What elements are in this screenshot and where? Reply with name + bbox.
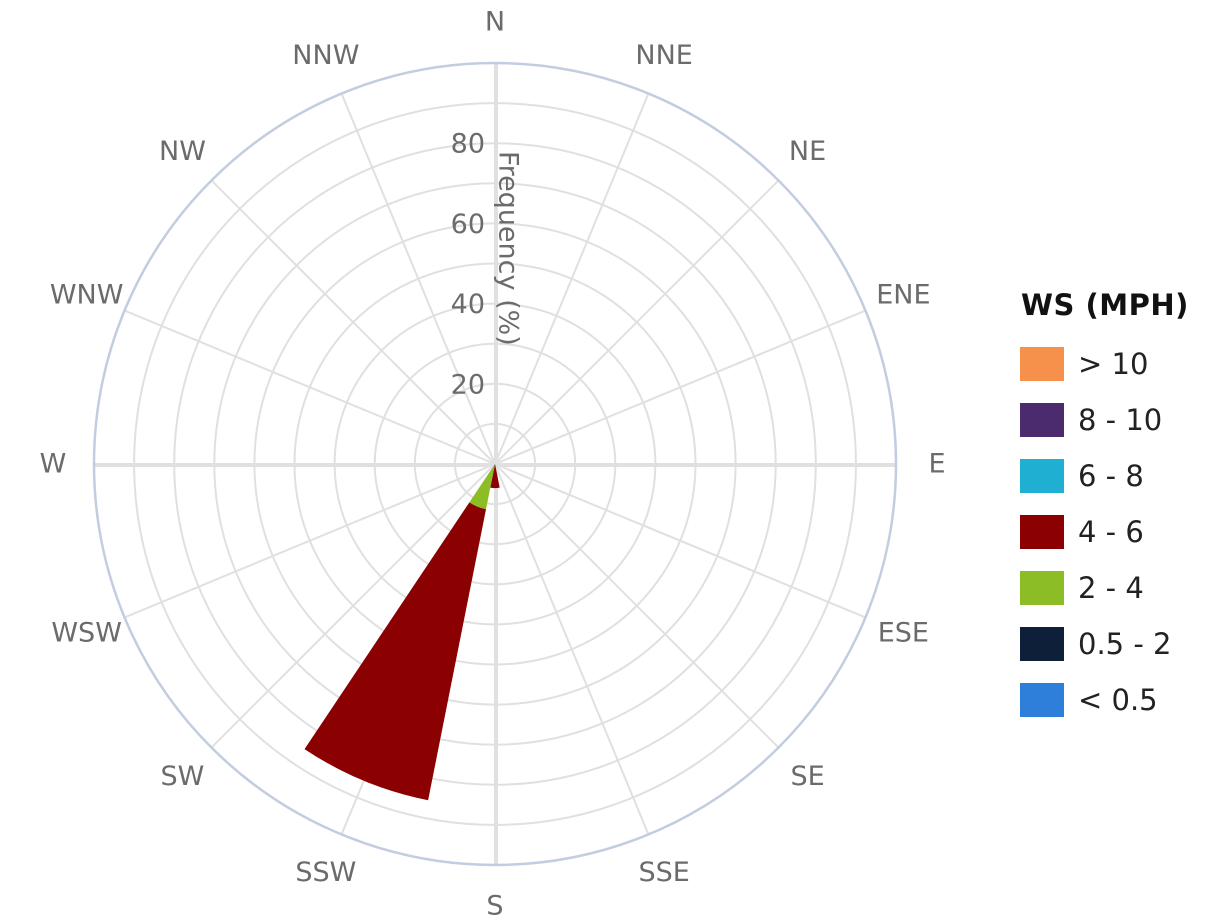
legend-title: WS (MPH) xyxy=(1021,288,1189,322)
legend-item-0-5[interactable]: < 0.5 xyxy=(1020,672,1189,728)
radial-tick-label: 40 xyxy=(451,289,485,320)
legend-swatch xyxy=(1020,403,1064,437)
radial-axis-title: Frequency (%) xyxy=(493,151,524,346)
legend-item-10[interactable]: > 10 xyxy=(1020,336,1189,392)
direction-label-wnw: WNW xyxy=(50,279,124,310)
direction-label-se: SE xyxy=(790,761,824,792)
legend-label: 6 - 8 xyxy=(1078,459,1144,493)
legend-item-6-8[interactable]: 6 - 8 xyxy=(1020,448,1189,504)
legend-item-0-5-2[interactable]: 0.5 - 2 xyxy=(1020,616,1189,672)
legend-label: > 10 xyxy=(1078,347,1148,381)
direction-label-ene: ENE xyxy=(876,279,930,310)
wind-bars xyxy=(305,464,500,800)
legend-swatch xyxy=(1020,627,1064,661)
legend-swatch xyxy=(1020,683,1064,717)
grid-spoke xyxy=(495,464,779,748)
legend-item-2-4[interactable]: 2 - 4 xyxy=(1020,560,1189,616)
legend-item-4-6[interactable]: 4 - 6 xyxy=(1020,504,1189,560)
direction-label-sw: SW xyxy=(161,761,205,792)
legend-swatch xyxy=(1020,459,1064,493)
radial-tick-label: 60 xyxy=(451,209,485,240)
legend-item-8-10[interactable]: 8 - 10 xyxy=(1020,392,1189,448)
legend-label: 4 - 6 xyxy=(1078,515,1144,549)
direction-label-ne: NE xyxy=(789,136,826,167)
legend-label: 0.5 - 2 xyxy=(1078,627,1171,661)
grid-spoke xyxy=(125,311,495,464)
direction-label-w: W xyxy=(40,449,67,480)
grid-spoke xyxy=(495,180,779,464)
legend-items: > 10 8 - 10 6 - 8 4 - 6 2 - 4 0.5 - 2 < 0.5 xyxy=(1020,336,1189,728)
bar-ssw-4-6 xyxy=(305,502,486,800)
direction-label-nnw: NNW xyxy=(292,40,359,71)
grid-spoke xyxy=(495,311,865,464)
legend-label: < 0.5 xyxy=(1078,683,1158,717)
grid-spoke xyxy=(495,464,865,617)
legend: WS (MPH) > 10 8 - 10 6 - 8 4 - 6 2 - 4 0.5 - … xyxy=(1020,288,1189,728)
legend-swatch xyxy=(1020,571,1064,605)
radial-tick-label: 80 xyxy=(451,129,485,160)
legend-label: 8 - 10 xyxy=(1078,403,1162,437)
direction-label-nne: NNE xyxy=(635,40,692,71)
direction-label-wsw: WSW xyxy=(51,618,122,649)
direction-label-e: E xyxy=(928,449,945,480)
direction-label-ese: ESE xyxy=(878,618,929,649)
grid-spoke xyxy=(495,464,648,834)
direction-label-ssw: SSW xyxy=(295,857,356,888)
legend-swatch xyxy=(1020,515,1064,549)
legend-swatch xyxy=(1020,347,1064,381)
radial-tick-label: 20 xyxy=(451,369,485,400)
direction-label-s: S xyxy=(486,891,503,922)
direction-label-nw: NW xyxy=(159,136,206,167)
direction-label-sse: SSE xyxy=(638,857,689,888)
legend-label: 2 - 4 xyxy=(1078,571,1144,605)
direction-label-n: N xyxy=(485,7,505,38)
